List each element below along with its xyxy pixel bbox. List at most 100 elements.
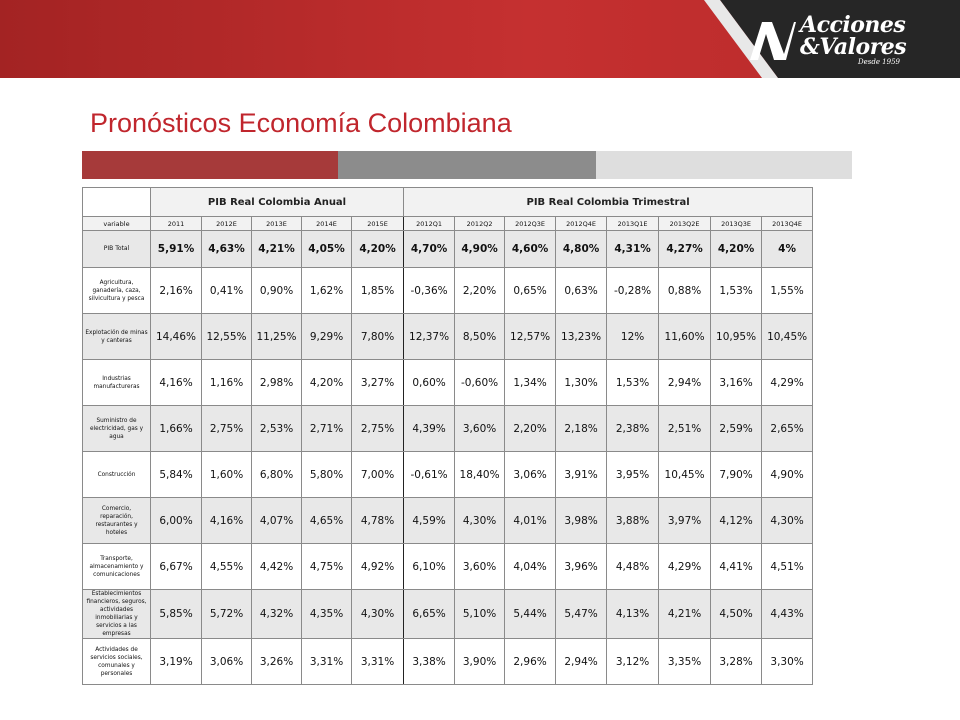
value-cell: 1,16% — [201, 359, 252, 406]
column-header: 2013Q4E — [761, 216, 814, 231]
value-cell: 1,66% — [150, 405, 202, 452]
value-cell: 3,19% — [150, 638, 202, 685]
value-cell: 10,45% — [761, 313, 814, 360]
value-cell: 0,90% — [251, 267, 302, 314]
value-cell: 2,94% — [658, 359, 712, 406]
value-cell: 2,38% — [606, 405, 660, 452]
value-cell: 12,57% — [504, 313, 557, 360]
value-cell: 2,53% — [251, 405, 302, 452]
logo-name-line1: Acciones — [800, 12, 906, 38]
row-label: Industrias manufactureras — [82, 359, 151, 406]
page-title: Pronósticos Economía Colombiana — [90, 108, 512, 138]
value-cell: 4,13% — [606, 589, 660, 639]
value-cell: 4,80% — [555, 230, 608, 268]
value-cell: 4,16% — [201, 497, 252, 544]
column-header: 2013E — [251, 216, 302, 231]
column-header: 2012Q1 — [403, 216, 456, 231]
value-cell: 4,92% — [350, 543, 405, 590]
value-cell: 4,16% — [150, 359, 202, 406]
value-cell: 4,39% — [403, 405, 456, 452]
value-cell: 12,55% — [201, 313, 252, 360]
value-cell: 4,30% — [454, 497, 506, 544]
column-header: 2013Q1E — [606, 216, 660, 231]
value-cell: 4,59% — [403, 497, 456, 544]
column-header: 2015E — [350, 216, 405, 231]
value-cell: 1,53% — [710, 267, 763, 314]
value-cell: 3,35% — [658, 638, 712, 685]
value-cell: 5,72% — [201, 589, 252, 639]
value-cell: 2,51% — [658, 405, 712, 452]
value-cell: 1,62% — [301, 267, 352, 314]
company-logo: Acciones &Valores Desde 1959 — [748, 10, 948, 70]
column-header: 2012Q2 — [454, 216, 506, 231]
table-row: Comercio, reparación, restaurantes y hot… — [82, 497, 814, 544]
column-header: 2014E — [301, 216, 352, 231]
row-label: Suministro de electricidad, gas y agua — [82, 405, 151, 452]
value-cell: 6,65% — [403, 589, 456, 639]
logo-wordmark: Acciones &Valores — [800, 12, 907, 58]
value-cell: 2,59% — [710, 405, 763, 452]
table-row: Transporte, almacenamiento y comunicacio… — [82, 543, 814, 590]
value-cell: 4,63% — [201, 230, 252, 268]
table-body: variable 2011 2012E 2013E 2014E 2015E 2012Q1 20… — [82, 216, 814, 685]
value-cell: 3,16% — [710, 359, 763, 406]
value-cell: 2,96% — [504, 638, 557, 685]
table-row: PIB Total 5,91% 4,63% 4,21% 4,05% 4,20% 4,70% 4… — [82, 230, 814, 268]
value-cell: 12% — [606, 313, 660, 360]
value-cell: 5,44% — [504, 589, 557, 639]
logo-since: Desde 1959 — [857, 58, 900, 66]
group-header-annual: PIB Real Colombia Anual — [149, 187, 405, 217]
column-header: 2012E — [201, 216, 252, 231]
value-cell: 3,31% — [301, 638, 352, 685]
value-cell: 3,95% — [606, 451, 660, 498]
value-cell: 7,00% — [350, 451, 405, 498]
value-cell: 3,30% — [761, 638, 814, 685]
row-label: PIB Total — [82, 230, 151, 268]
value-cell: 4,78% — [350, 497, 405, 544]
value-cell: 11,60% — [658, 313, 712, 360]
value-cell: 6,80% — [251, 451, 302, 498]
value-cell: 5,85% — [150, 589, 202, 639]
table-row: Agricultura, ganadería, caza, silvicultu… — [82, 267, 814, 314]
value-cell: 14,46% — [150, 313, 202, 360]
value-cell: 4,41% — [710, 543, 763, 590]
value-cell: 3,90% — [454, 638, 506, 685]
value-cell: 1,30% — [555, 359, 608, 406]
value-cell: 4,32% — [251, 589, 302, 639]
column-header-row: variable 2011 2012E 2013E 2014E 2015E 2012Q1 20… — [82, 216, 814, 231]
column-header: variable — [82, 216, 151, 231]
value-cell: 4,55% — [201, 543, 252, 590]
value-cell: 1,85% — [350, 267, 405, 314]
value-cell: 18,40% — [454, 451, 506, 498]
value-cell: 0,88% — [658, 267, 712, 314]
value-cell: -0,61% — [403, 451, 456, 498]
value-cell: 0,63% — [555, 267, 608, 314]
value-cell: 3,26% — [251, 638, 302, 685]
value-cell: 2,20% — [504, 405, 557, 452]
value-cell: 2,65% — [761, 405, 814, 452]
row-label: Establecimientos financieros, seguros, a… — [82, 589, 151, 639]
value-cell: 4,21% — [658, 589, 712, 639]
value-cell: 0,60% — [403, 359, 456, 406]
value-cell: 4,90% — [761, 451, 814, 498]
value-cell: 4,01% — [504, 497, 557, 544]
row-label: Construcción — [82, 451, 151, 498]
value-cell: 5,84% — [150, 451, 202, 498]
group-header-blank — [82, 187, 151, 217]
value-cell: -0,28% — [606, 267, 660, 314]
value-cell: 10,95% — [710, 313, 763, 360]
value-cell: 3,06% — [201, 638, 252, 685]
table-row: Industrias manufactureras 4,16% 1,16% 2,98%… — [82, 359, 814, 406]
value-cell: 4,30% — [350, 589, 405, 639]
column-header: 2011 — [150, 216, 202, 231]
value-cell: 10,45% — [658, 451, 712, 498]
row-label: Agricultura, ganadería, caza, silvicultu… — [82, 267, 151, 314]
value-cell: 13,23% — [555, 313, 608, 360]
bar-red — [82, 151, 338, 179]
value-cell: 7,90% — [710, 451, 763, 498]
value-cell: 0,65% — [504, 267, 557, 314]
value-cell: 11,25% — [251, 313, 302, 360]
value-cell: 5,10% — [454, 589, 506, 639]
value-cell: 3,97% — [658, 497, 712, 544]
value-cell: 4,31% — [606, 230, 660, 268]
